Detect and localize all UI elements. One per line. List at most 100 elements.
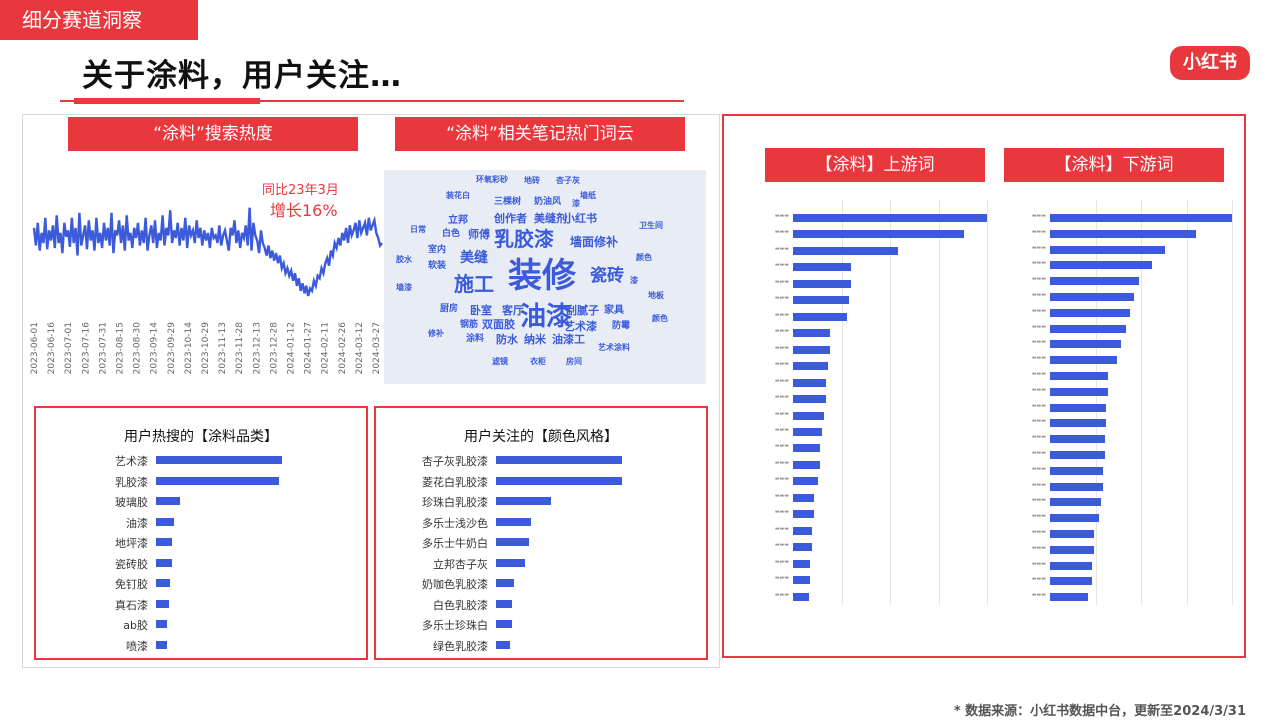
bar bbox=[793, 543, 813, 552]
page-title: 关于涂料，用户关注… bbox=[82, 58, 402, 94]
blurred-term-label: ▬▬▬ bbox=[1031, 450, 1046, 456]
x-tick-label: 2024-03-27 bbox=[372, 322, 382, 374]
word-cloud-word: 环氧彩砂 bbox=[476, 175, 508, 184]
blurred-term-label: ▬▬▬ bbox=[1031, 481, 1046, 488]
left-frame bbox=[22, 114, 720, 668]
bar bbox=[496, 538, 529, 546]
section-tag: 细分赛道洞察 bbox=[0, 0, 198, 40]
gridline bbox=[841, 200, 843, 605]
blurred-term-label: ▬▬▬ bbox=[774, 394, 789, 401]
annotation-yoy: 同比23年3月 bbox=[262, 183, 339, 198]
bar bbox=[1050, 293, 1134, 301]
word-cloud-word: 艺术漆 bbox=[564, 320, 597, 333]
bar bbox=[793, 411, 825, 420]
word-cloud-word: 油漆 bbox=[520, 302, 573, 332]
word-cloud-word: 双面胶 bbox=[482, 318, 515, 331]
word-cloud-word: 墙面修补 bbox=[570, 235, 619, 249]
blurred-term-label: ▬▬▬ bbox=[774, 410, 789, 417]
blurred-term-label: ▬▬▬ bbox=[1031, 529, 1046, 535]
x-tick-label: 2023-11-13 bbox=[218, 322, 228, 374]
bar-category-label: 喷漆 bbox=[126, 639, 148, 653]
word-cloud-word: 瓷砖 bbox=[590, 266, 624, 286]
bar-category-label: ab胶 bbox=[123, 619, 148, 632]
blurred-term-label: ▬▬▬ bbox=[774, 311, 789, 318]
bar bbox=[1050, 372, 1109, 380]
bar bbox=[496, 599, 513, 608]
bar bbox=[156, 640, 168, 649]
x-tick-label: 2024-01-27 bbox=[304, 322, 314, 374]
bar bbox=[156, 497, 180, 505]
word-cloud-word: 卧室 bbox=[470, 304, 492, 317]
word-cloud-word: 装花白 bbox=[446, 191, 470, 200]
x-tick-label: 2024-01-12 bbox=[287, 322, 297, 374]
color-style-panel: 用户关注的【颜色风格】 杏子灰乳胶漆 菱花白乳胶漆 珍珠白乳胶漆 多乐士浅沙色 多乐士牛… bbox=[374, 406, 708, 660]
bar-category-label: 珍珠白乳胶漆 bbox=[422, 496, 488, 509]
word-cloud-word: 日常 bbox=[410, 225, 426, 234]
bar bbox=[793, 362, 828, 371]
blurred-term-label: ▬▬▬ bbox=[774, 229, 789, 236]
x-tick-label: 2023-12-28 bbox=[269, 322, 279, 375]
bar-category-label: 多乐士浅沙色 bbox=[422, 516, 488, 530]
bar bbox=[793, 576, 811, 585]
bar bbox=[1050, 545, 1094, 554]
x-tick-label: 2023-06-01 bbox=[30, 322, 40, 374]
bar bbox=[793, 329, 830, 338]
word-cloud-word: 颜色 bbox=[652, 314, 668, 323]
blurred-term-label: ▬▬▬ bbox=[1031, 371, 1046, 377]
bar bbox=[793, 427, 823, 436]
blurred-term-label: ▬▬▬ bbox=[774, 558, 789, 565]
blurred-term-label: ▬▬▬ bbox=[774, 509, 789, 516]
bar bbox=[1050, 356, 1118, 365]
word-cloud-word: 油漆工 bbox=[552, 333, 585, 346]
blurred-term-label: ▬▬▬ bbox=[1031, 402, 1046, 409]
bar bbox=[1050, 261, 1152, 270]
bar bbox=[1050, 530, 1094, 538]
bar bbox=[1050, 466, 1103, 475]
word-cloud-word: 修补 bbox=[428, 329, 444, 338]
x-tick-label: 2023-08-15 bbox=[116, 322, 126, 374]
gridline bbox=[987, 200, 988, 605]
bar bbox=[1050, 451, 1105, 459]
blurred-term-label: ▬▬▬ bbox=[774, 262, 789, 269]
bar bbox=[793, 460, 821, 469]
word-cloud-header: “涂料”相关笔记热门词云 bbox=[395, 117, 685, 151]
bar bbox=[793, 279, 852, 288]
blurred-term-label: ▬▬▬ bbox=[774, 492, 789, 499]
blurred-term-label: ▬▬▬ bbox=[1031, 339, 1046, 346]
bar bbox=[1050, 514, 1100, 523]
bar bbox=[496, 456, 622, 464]
word-cloud-word: 三棵树 bbox=[494, 197, 522, 207]
bar bbox=[1050, 387, 1109, 396]
blurred-term-label: ▬▬▬ bbox=[1031, 513, 1046, 520]
bar bbox=[793, 559, 811, 568]
title-underline bbox=[60, 100, 684, 102]
x-tick-label: 2023-08-30 bbox=[133, 322, 143, 375]
gridline bbox=[890, 200, 891, 605]
gridline bbox=[1186, 200, 1188, 605]
bar bbox=[1050, 577, 1092, 586]
blurred-term-label: ▬▬▬ bbox=[1031, 560, 1046, 567]
bar bbox=[1050, 214, 1232, 222]
word-cloud-word: 乳胶漆 bbox=[494, 227, 554, 251]
blurred-term-label: ▬▬▬ bbox=[1031, 576, 1046, 583]
word-cloud-word: 厨房 bbox=[440, 304, 459, 314]
bar bbox=[496, 579, 514, 587]
gridline bbox=[1232, 200, 1233, 605]
x-tick-label: 2024-02-26 bbox=[338, 322, 348, 375]
bar bbox=[793, 345, 830, 354]
search-heat-header: “涂料”搜索热度 bbox=[68, 117, 358, 151]
word-cloud-word: 衣柜 bbox=[530, 357, 546, 366]
blurred-term-label: ▬▬▬ bbox=[774, 476, 789, 483]
word-cloud-word: 客厅 bbox=[502, 304, 524, 317]
bar bbox=[793, 493, 815, 502]
gridline bbox=[1095, 200, 1097, 605]
word-cloud-word: 房间 bbox=[566, 357, 582, 366]
bar bbox=[793, 592, 809, 601]
bar-category-label: 油漆 bbox=[126, 516, 148, 530]
bar bbox=[793, 526, 813, 535]
x-tick-label: 2023-07-01 bbox=[64, 322, 74, 374]
blurred-term-label: ▬▬▬ bbox=[1031, 292, 1046, 298]
bar-category-label: 奶咖色乳胶漆 bbox=[422, 578, 488, 591]
category-panel-title: 用户热搜的【涂料品类】 bbox=[124, 429, 278, 445]
bar-category-label: 多乐士牛奶白 bbox=[422, 537, 488, 550]
